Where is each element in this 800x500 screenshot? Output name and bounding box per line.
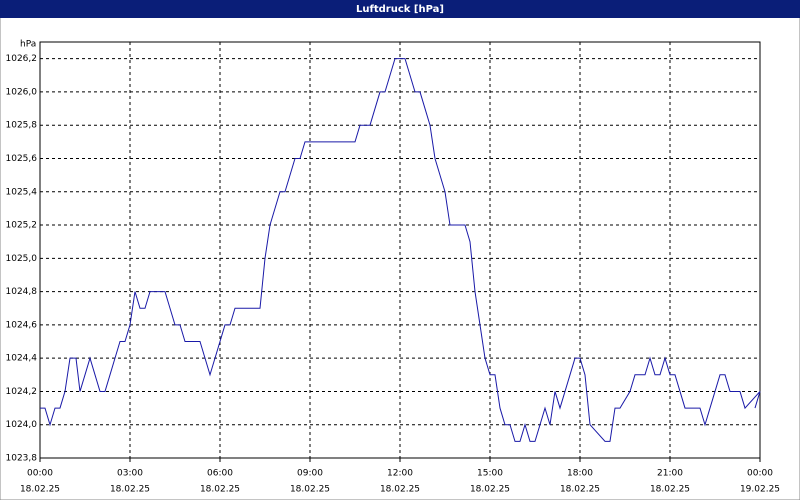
x-tick-date: 18.02.25 <box>380 485 420 495</box>
y-tick-label: 1026,0 <box>6 87 38 97</box>
y-tick-label: 1025,2 <box>6 221 38 231</box>
x-tick-label: 18:00 <box>567 469 593 479</box>
y-tick-label: 1025,8 <box>6 121 38 131</box>
x-tick-date: 18.02.25 <box>560 485 600 495</box>
y-tick-label: 1025,6 <box>6 154 38 164</box>
y-tick-label: 1024,6 <box>6 320 38 330</box>
y-tick-label: 1024,0 <box>6 420 38 430</box>
x-tick-label: 21:00 <box>657 469 683 479</box>
x-tick-label: 00:00 <box>747 469 773 479</box>
x-tick-label: 00:00 <box>27 469 53 479</box>
y-tick-label: 1024,4 <box>6 354 38 364</box>
y-tick-label: 1024,2 <box>6 387 38 397</box>
chart-title: Luftdruck [hPa] <box>356 4 444 15</box>
y-tick-label: 1023,8 <box>6 454 38 464</box>
x-tick-label: 12:00 <box>387 469 413 479</box>
x-tick-date: 18.02.25 <box>470 485 510 495</box>
x-tick-date: 18.02.25 <box>290 485 330 495</box>
y-tick-label: 1026,2 <box>6 54 38 64</box>
y-tick-label: 1024,8 <box>6 287 38 297</box>
x-tick-label: 09:00 <box>297 469 323 479</box>
x-tick-label: 15:00 <box>477 469 503 479</box>
x-tick-date: 19.02.25 <box>740 485 780 495</box>
title-bar <box>0 0 800 18</box>
y-tick-label: 1025,0 <box>6 254 38 264</box>
x-tick-date: 18.02.25 <box>20 485 60 495</box>
data-line <box>40 58 761 442</box>
plot-frame <box>39 41 761 459</box>
x-tick-date: 18.02.25 <box>110 485 150 495</box>
y-tick-label: 1025,4 <box>6 187 38 197</box>
x-tick-date: 18.02.25 <box>200 485 240 495</box>
x-tick-date: 18.02.25 <box>650 485 690 495</box>
y-unit: hPa <box>20 40 36 50</box>
x-tick-label: 03:00 <box>117 469 143 479</box>
x-tick-label: 06:00 <box>207 469 233 479</box>
